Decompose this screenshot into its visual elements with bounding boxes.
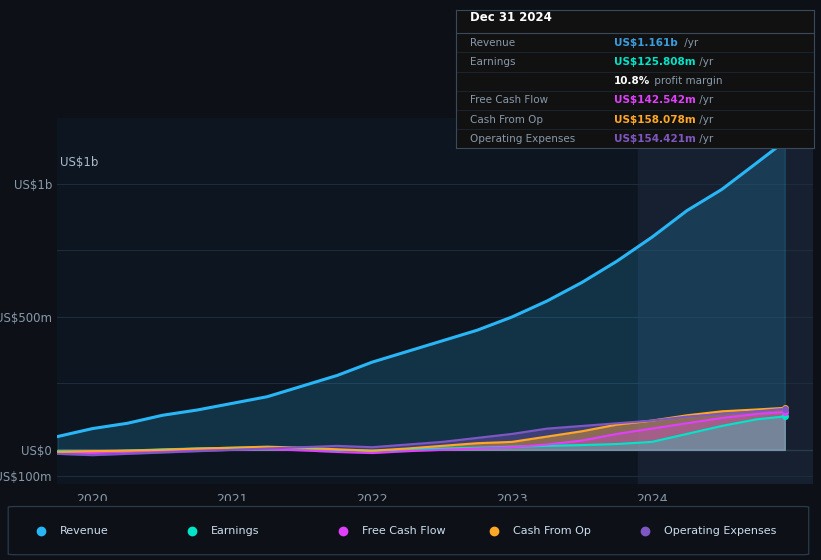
Text: Earnings: Earnings bbox=[470, 57, 516, 67]
Bar bbox=[638, 118, 813, 484]
Text: Earnings: Earnings bbox=[211, 526, 259, 535]
Text: profit margin: profit margin bbox=[651, 76, 722, 86]
Text: US$1.161b: US$1.161b bbox=[613, 38, 677, 48]
Text: US$154.421m: US$154.421m bbox=[613, 134, 695, 144]
Text: Revenue: Revenue bbox=[470, 38, 515, 48]
Text: US$142.542m: US$142.542m bbox=[613, 95, 695, 105]
Text: Cash From Op: Cash From Op bbox=[513, 526, 591, 535]
Text: Free Cash Flow: Free Cash Flow bbox=[362, 526, 446, 535]
Text: /yr: /yr bbox=[696, 134, 713, 144]
Text: 10.8%: 10.8% bbox=[613, 76, 649, 86]
Text: Operating Expenses: Operating Expenses bbox=[470, 134, 576, 144]
Text: US$125.808m: US$125.808m bbox=[613, 57, 695, 67]
Text: Dec 31 2024: Dec 31 2024 bbox=[470, 11, 552, 24]
Text: Operating Expenses: Operating Expenses bbox=[664, 526, 777, 535]
Text: Free Cash Flow: Free Cash Flow bbox=[470, 95, 548, 105]
Text: /yr: /yr bbox=[696, 95, 713, 105]
Text: /yr: /yr bbox=[696, 57, 713, 67]
Text: /yr: /yr bbox=[681, 38, 699, 48]
Text: /yr: /yr bbox=[696, 115, 713, 124]
Text: US$158.078m: US$158.078m bbox=[613, 115, 695, 124]
Text: Cash From Op: Cash From Op bbox=[470, 115, 543, 124]
Text: Revenue: Revenue bbox=[60, 526, 108, 535]
Text: US$1b: US$1b bbox=[60, 156, 99, 169]
